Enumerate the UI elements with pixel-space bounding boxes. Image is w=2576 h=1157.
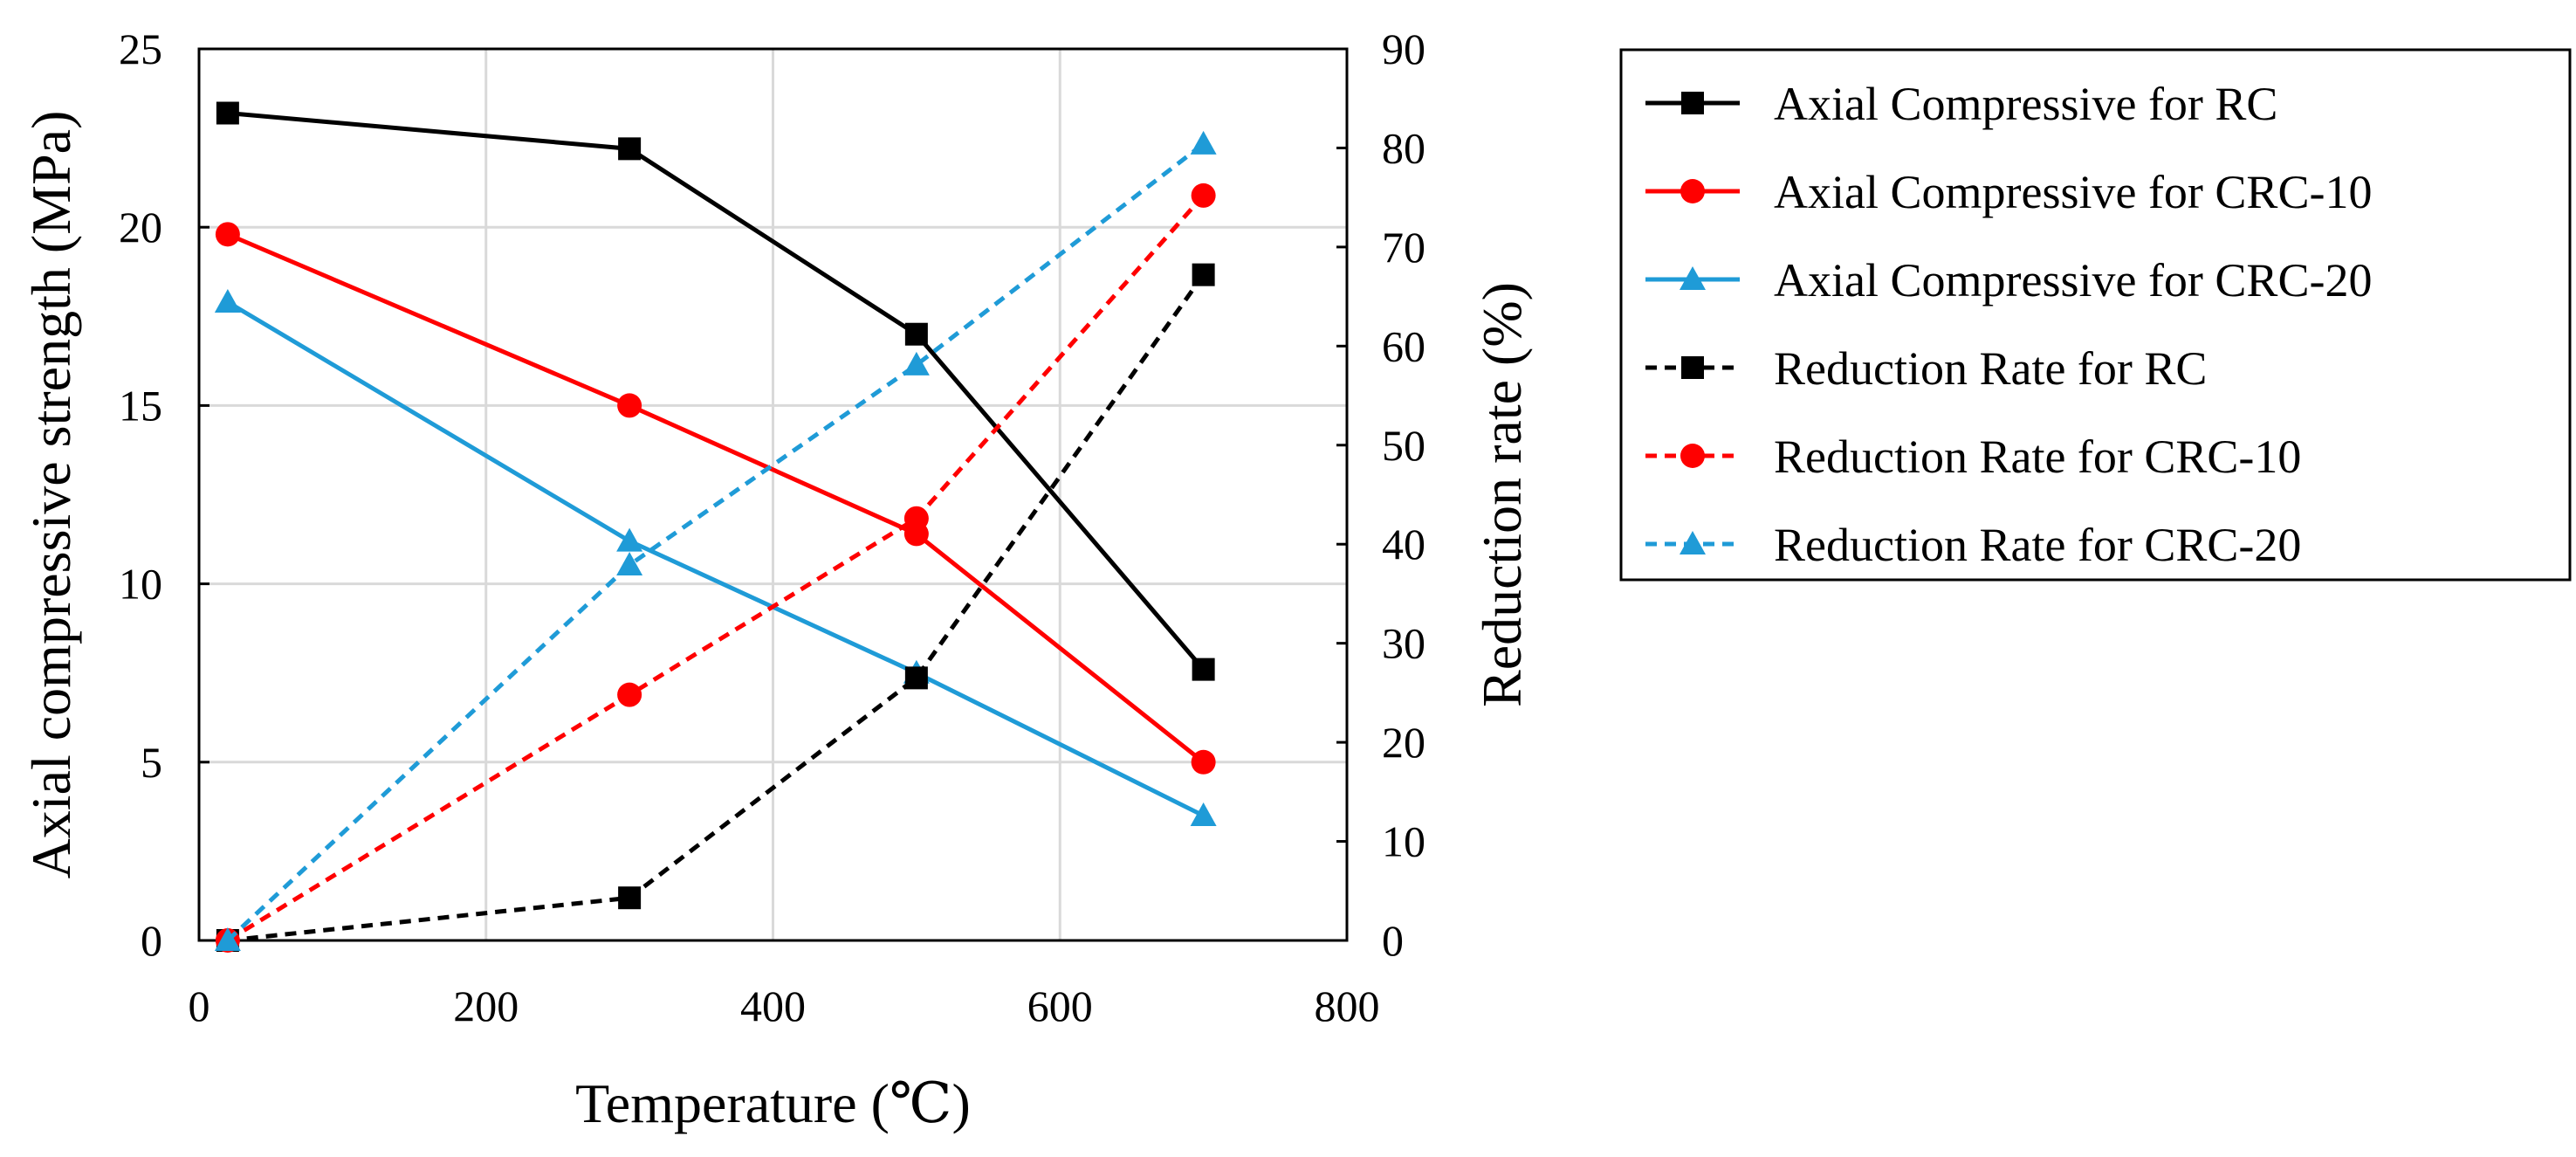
series-2	[215, 222, 1216, 775]
data-point	[214, 927, 241, 951]
y-tick-label: 20	[119, 203, 162, 251]
series-5	[215, 183, 1216, 953]
legend-marker	[1680, 531, 1706, 554]
data-point	[904, 666, 928, 690]
legend-label: Axial Compressive for RC	[1774, 78, 2277, 130]
legend-marker	[1681, 356, 1704, 379]
legend-label: Reduction Rate for RC	[1774, 342, 2207, 395]
y-tick-label: 0	[141, 916, 162, 965]
y2-tick-label: 0	[1382, 916, 1404, 965]
data-point	[215, 222, 240, 247]
series-line	[226, 232, 1206, 764]
y2-tick-label: 30	[1382, 619, 1425, 668]
data-point	[216, 101, 239, 125]
legend-label: Axial Compressive for CRC-20	[1774, 254, 2372, 306]
data-point	[618, 886, 642, 910]
grid	[199, 49, 1347, 940]
y2-axis-title: Reduction rate (%)	[1471, 282, 1533, 707]
legend-entry: Axial Compressive for CRC-10	[1645, 166, 2372, 218]
y2-tick-label: 80	[1382, 123, 1425, 172]
y2-tick-label: 40	[1382, 520, 1425, 568]
legend-entry: Axial Compressive for RC	[1645, 78, 2277, 130]
y-tick-label: 5	[141, 738, 162, 787]
x-tick-label: 800	[1315, 981, 1380, 1030]
series-line	[226, 141, 1206, 942]
x-tick-label: 0	[189, 981, 210, 1030]
series-layer	[214, 101, 1217, 953]
legend-entry: Axial Compressive for CRC-20	[1645, 254, 2372, 306]
legend: Axial Compressive for RC Axial Compressiv…	[1619, 48, 2572, 582]
legend-label: Reduction Rate for CRC-20	[1774, 519, 2301, 571]
data-point	[214, 288, 241, 313]
data-point	[1191, 183, 1216, 208]
legend-entry: Reduction Rate for CRC-20	[1645, 519, 2301, 571]
data-point	[1190, 130, 1217, 155]
series-line	[226, 194, 1206, 943]
legend-entry: Reduction Rate for RC	[1645, 342, 2207, 395]
data-point	[1191, 749, 1216, 775]
data-point	[618, 137, 642, 161]
data-point	[904, 322, 928, 346]
x-tick-label: 400	[740, 981, 806, 1030]
data-point	[616, 527, 643, 552]
y-tick-label: 10	[119, 560, 162, 609]
legend-marker	[1680, 179, 1705, 203]
y2-tick-label: 10	[1382, 817, 1425, 866]
legend-marker	[1680, 444, 1705, 468]
y-tick-label: 15	[119, 381, 162, 430]
data-point	[1190, 802, 1217, 827]
legend-marker	[1681, 92, 1704, 114]
y2-tick-label: 90	[1382, 24, 1425, 73]
data-point	[1192, 658, 1215, 681]
series-6	[214, 130, 1217, 951]
legend-entry: Reduction Rate for CRC-10	[1645, 430, 2301, 483]
legend-marker	[1680, 266, 1706, 290]
y-axis-title: Axial compressive strength (MPa)	[20, 111, 82, 879]
x-axis-title: Temperature (℃)	[575, 1072, 971, 1134]
legend-label: Axial Compressive for CRC-10	[1774, 166, 2372, 218]
data-point	[1192, 263, 1215, 286]
series-line	[227, 111, 1206, 671]
x-tick-label: 200	[453, 981, 519, 1030]
data-point	[617, 682, 642, 707]
data-point	[616, 552, 643, 576]
y2-tick-label: 50	[1382, 421, 1425, 470]
series-1	[216, 101, 1215, 681]
plot-frame	[197, 47, 1349, 942]
series-line	[227, 273, 1206, 943]
y2-tick-label: 70	[1382, 223, 1425, 272]
x-tick-label: 600	[1027, 981, 1093, 1030]
y2-tick-label: 60	[1382, 321, 1425, 370]
data-point	[903, 351, 930, 375]
y-tick-label: 25	[119, 24, 162, 73]
data-point	[617, 393, 642, 418]
data-point	[903, 506, 929, 531]
legend-label: Reduction Rate for CRC-10	[1774, 430, 2301, 483]
legend-box	[1619, 48, 2572, 582]
y2-tick-label: 20	[1382, 718, 1425, 767]
axes: 0 200 400 600 800051015202501020304050607080…	[20, 24, 1533, 1134]
